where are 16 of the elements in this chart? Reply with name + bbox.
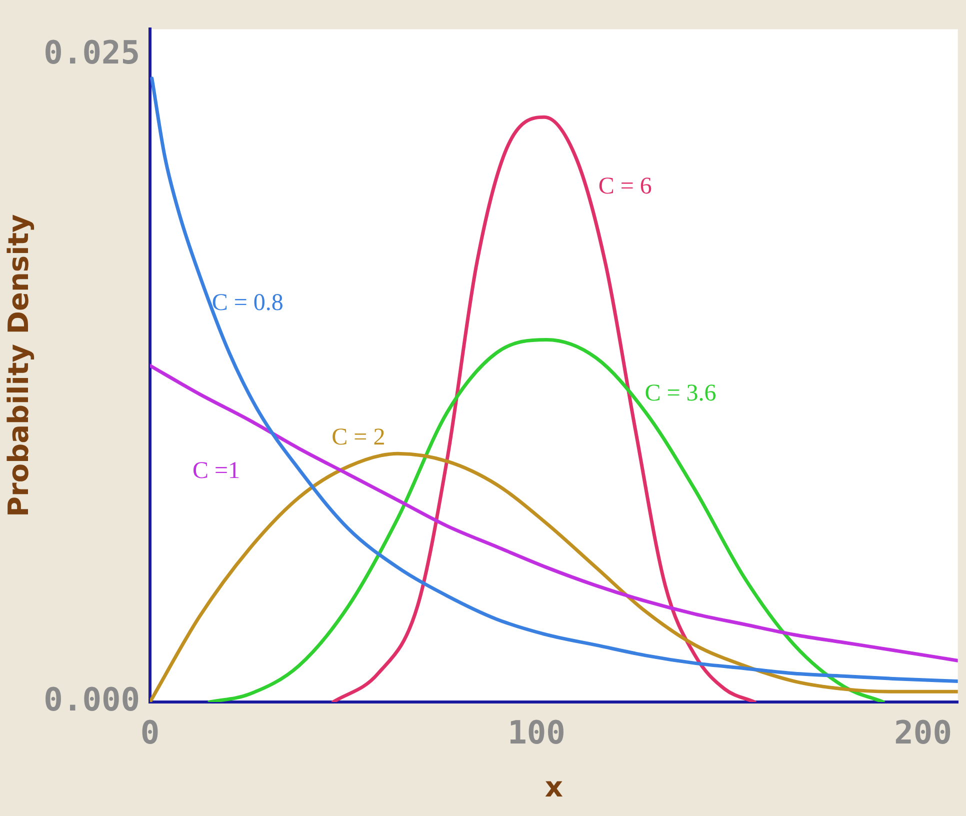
series-label: C = 2 <box>332 424 386 450</box>
x-tick-label: 200 <box>894 714 952 752</box>
line-series <box>331 115 756 702</box>
x-axis-title: x <box>544 770 563 804</box>
x-tick-label: 100 <box>508 714 566 752</box>
line-series <box>150 364 958 662</box>
series-label: C = 3.6 <box>644 380 716 406</box>
series-label: C =1 <box>192 458 240 484</box>
series-label: C = 0.8 <box>212 290 284 316</box>
x-tick-label: 0 <box>140 714 160 752</box>
y-axis-title: Probability Density <box>2 214 36 517</box>
series-label: C = 6 <box>598 173 652 200</box>
y-tick-label: 0.025 <box>44 33 140 72</box>
y-tick-label: 0.000 <box>44 680 140 718</box>
line-series <box>150 76 958 684</box>
line-series <box>208 338 885 702</box>
